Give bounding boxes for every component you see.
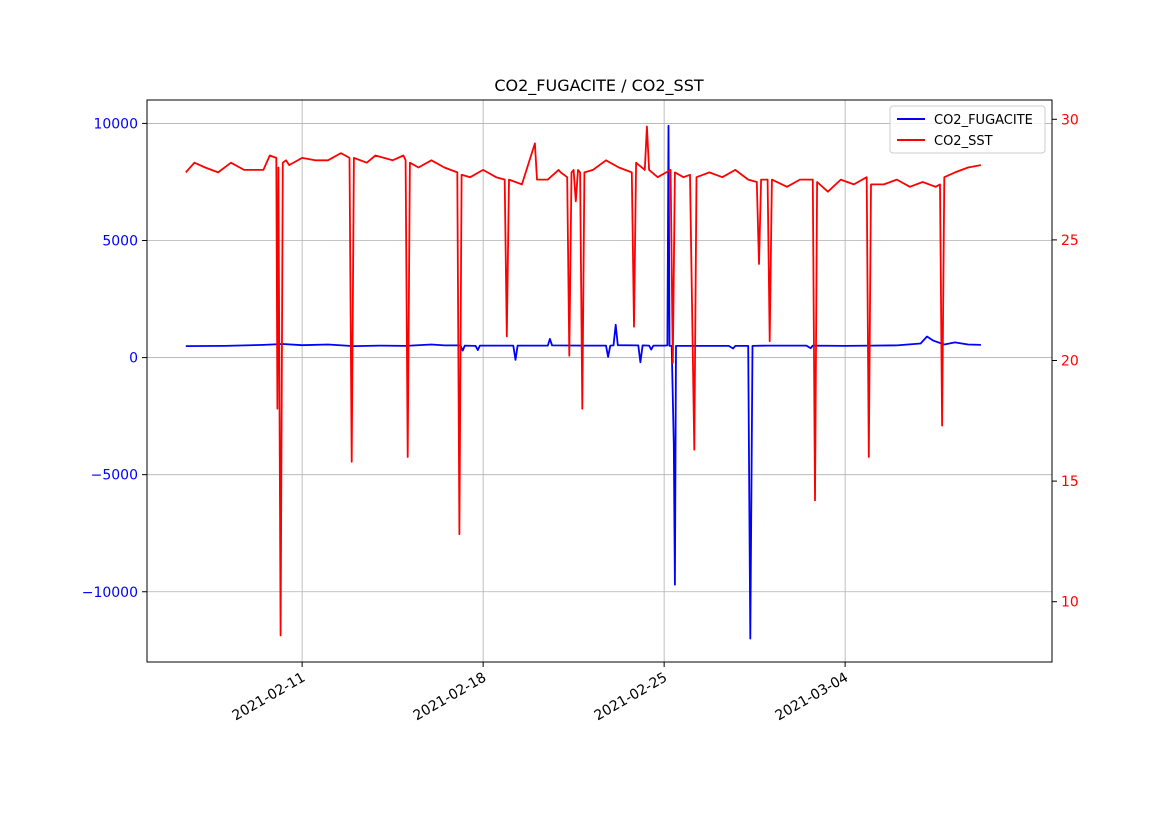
y-right-tick-label: 20 [1061,353,1079,369]
y-right-tick-label: 25 [1061,233,1079,249]
legend: CO2_FUGACITE CO2_SST [889,105,1046,154]
plot-series [185,124,982,640]
y-left-tick-label: −10000 [82,585,138,601]
legend-label-co2-fugacite: CO2_FUGACITE [934,113,1033,128]
legend-label-co2-sst: CO2_SST [934,134,993,149]
y-right-tick-label: 10 [1061,595,1079,611]
y-right-tick-label: 30 [1061,112,1079,128]
legend-box [889,105,1046,154]
plot-frame [146,99,1053,663]
x-tick-label: 2021-02-18 [411,670,489,725]
y-left-tick-label: 10000 [93,116,138,132]
x-tick-label: 2021-02-25 [592,670,670,725]
y-left-tick-label: −5000 [91,468,138,484]
chart-title: CO2_FUGACITE / CO2_SST [494,76,704,96]
y-right-tick-label: 15 [1061,474,1079,490]
series-line-co2-sst [185,125,982,637]
x-tick-label: 2021-03-04 [773,670,852,725]
y-left-tick-label: 5000 [102,234,138,250]
y-left-tick-label: 0 [129,351,138,367]
x-tick-label: 2021-02-11 [230,670,308,725]
